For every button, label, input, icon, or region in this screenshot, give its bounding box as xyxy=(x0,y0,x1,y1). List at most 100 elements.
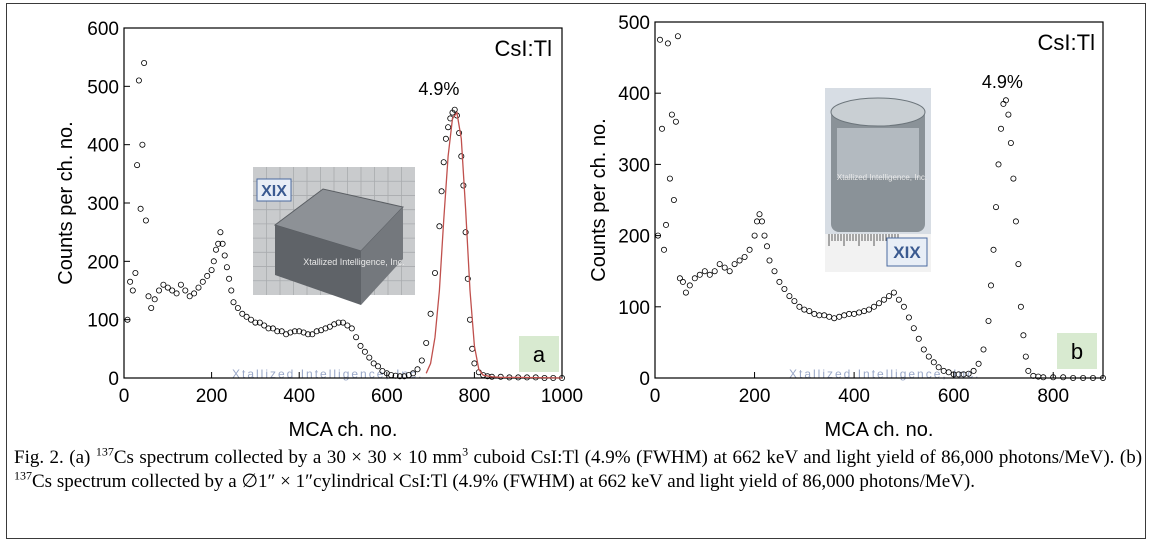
chartb-data-point xyxy=(676,275,683,282)
charta-data-point xyxy=(278,328,285,335)
charta-data-point xyxy=(221,252,228,259)
charta-data-point xyxy=(191,290,198,297)
charta-data-point xyxy=(169,287,176,294)
chartb-data-point xyxy=(657,36,664,43)
charta-data-point xyxy=(357,342,364,349)
chartb-data-point xyxy=(935,364,942,371)
chartb-data-point xyxy=(664,40,671,47)
charta-data-point xyxy=(440,159,447,166)
chartb-data-point xyxy=(980,346,987,353)
chartb-data-point xyxy=(761,232,768,239)
chartb-data-point xyxy=(846,310,853,317)
chartb-data-point xyxy=(766,257,773,264)
chartb-data-point xyxy=(992,204,999,211)
charta-data-point xyxy=(269,325,276,332)
charta-panel-label-bg xyxy=(519,336,559,372)
chartb-data-point xyxy=(945,369,952,376)
chartb-data-point xyxy=(997,125,1004,132)
charta-data-point xyxy=(135,77,142,84)
chartb-data-point xyxy=(721,264,728,271)
charta-xtick-label: 400 xyxy=(283,386,315,407)
charta-data-point xyxy=(243,313,250,320)
charta-data-point xyxy=(164,284,171,291)
charta-data-point xyxy=(353,334,360,341)
chartb-inset-photo: XIX Xtallized Intelligence, Inc. xyxy=(825,88,931,272)
charta-crystal-front xyxy=(275,225,361,305)
charta-data-point xyxy=(423,339,430,346)
chartb-xtick-label: 600 xyxy=(938,386,970,407)
charta-data-point xyxy=(129,287,136,294)
chartb-ytick-label: 300 xyxy=(618,155,650,176)
chartb-data-point xyxy=(1020,332,1027,339)
chartb-data-point xyxy=(736,257,743,264)
chartb-data-point xyxy=(691,275,698,282)
chartb-data-point xyxy=(661,246,668,253)
charta-data-point xyxy=(274,328,281,335)
charta-data-point xyxy=(204,272,211,279)
charta-data-point xyxy=(462,229,469,236)
chartb-data-point xyxy=(987,282,994,289)
charta-data-point xyxy=(401,373,408,380)
chartb-data-point xyxy=(861,308,868,315)
chartb-data-point xyxy=(726,268,733,275)
chartb-data-point xyxy=(756,211,763,218)
chartb-ytick-label: 400 xyxy=(618,84,650,105)
charta-data-point xyxy=(182,287,189,294)
charta-data-point xyxy=(309,331,316,338)
chartb-data-point xyxy=(696,271,703,278)
chartb-data-point xyxy=(1060,374,1067,381)
chartb-panel-label-bg xyxy=(1057,333,1097,369)
charta-data-point xyxy=(366,354,373,361)
chartb-series-0 xyxy=(655,33,1107,381)
chartb-data-point xyxy=(751,232,758,239)
chartb-data-point xyxy=(791,298,798,305)
chartb-data-point xyxy=(880,296,887,303)
chartb-data-point xyxy=(890,289,897,296)
chartb-data-point xyxy=(1015,261,1022,268)
chartb-data-point xyxy=(806,308,813,315)
caption-sup-3: 3 xyxy=(462,444,469,459)
chartb-xtick-label: 200 xyxy=(739,386,771,407)
chartb-data-point xyxy=(746,246,753,253)
chartb-data-point xyxy=(831,315,838,322)
charta-data-point xyxy=(361,348,368,355)
charta-data-point xyxy=(256,319,263,326)
chartb-xtick-label: 800 xyxy=(1037,386,1069,407)
charta-data-point xyxy=(460,182,467,189)
chartb-data-point xyxy=(975,360,982,367)
charta-material-label: CsI:Tl xyxy=(495,36,552,61)
charta-data-point xyxy=(148,304,155,311)
chartb-data-point xyxy=(716,261,723,268)
charta-data-point xyxy=(388,372,395,379)
chartb-data-point xyxy=(1000,100,1007,107)
charta-data-point xyxy=(464,275,471,282)
charta-data-point xyxy=(155,287,162,294)
chartb-data-point xyxy=(801,306,808,313)
chartb-data-point xyxy=(753,218,760,225)
chartb-data-point xyxy=(741,253,748,260)
charta-data-point xyxy=(234,304,241,311)
chartb-data-point xyxy=(1012,218,1019,225)
charta-xlabel: MCA ch. no. xyxy=(289,419,398,441)
charta-data-point xyxy=(127,278,134,285)
charta-data-point xyxy=(217,229,224,236)
charta-xtick-label: 200 xyxy=(196,386,228,407)
charta-fit-line xyxy=(425,111,563,379)
chartb-ytick-label: 100 xyxy=(618,298,650,319)
chartb-data-point xyxy=(659,125,666,132)
charta-data-point xyxy=(199,278,206,285)
figure-frame xyxy=(6,3,1146,539)
chartb-ytick-label: 0 xyxy=(639,369,650,390)
chartb-data-point xyxy=(786,293,793,300)
charta-data-point xyxy=(339,319,346,326)
chartb-data-point xyxy=(985,317,992,324)
charta-data-point xyxy=(208,267,215,274)
caption-sup-b: 137 xyxy=(14,468,32,483)
charta-ytick-label: 100 xyxy=(87,311,119,332)
chartb-inset-logo: XIX xyxy=(886,237,928,267)
chartb-data-point xyxy=(915,335,922,342)
charta-panel-label: a xyxy=(533,342,546,367)
chartb-data-point xyxy=(1050,374,1057,381)
chartb-data-point xyxy=(758,218,765,225)
chartb-data-point xyxy=(1022,353,1029,360)
